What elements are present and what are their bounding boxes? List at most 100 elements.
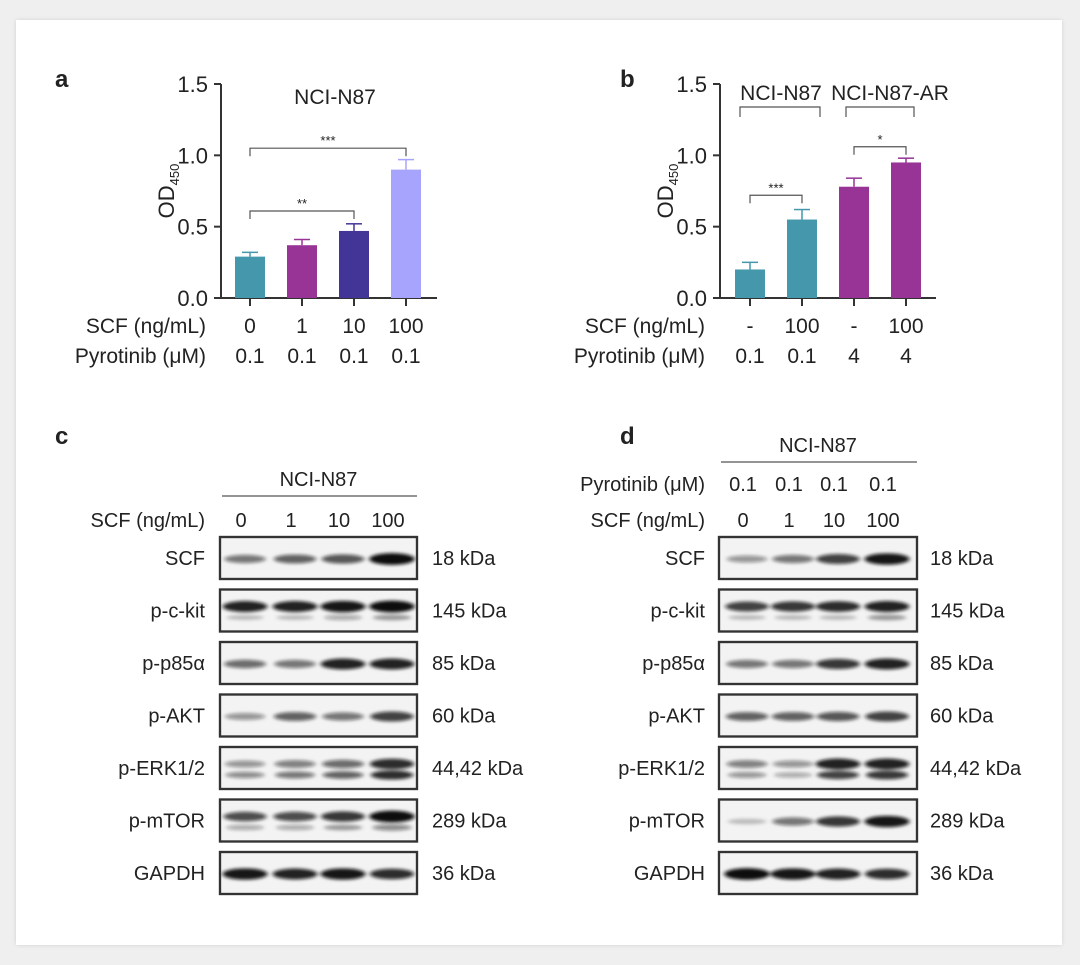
blot-row-gapdh: GAPDH 36 kDa — [134, 850, 496, 896]
blot-kda-label: 36 kDa — [930, 863, 994, 885]
x-category-label: 0.1 — [391, 345, 420, 368]
blot-kda-label: 18 kDa — [432, 548, 496, 570]
band-lower — [276, 824, 314, 831]
band — [864, 553, 910, 565]
group-bracket — [845, 106, 915, 117]
band — [816, 554, 860, 564]
x-category-label: 4 — [900, 345, 912, 368]
blot-protein-label: SCF — [165, 548, 205, 570]
band — [772, 659, 814, 669]
blot-row-p-mtor: p-mTOR 289 kDa — [629, 798, 1005, 843]
y-tick-label: 0.0 — [177, 286, 208, 311]
blot-protein-label: p-AKT — [148, 706, 205, 728]
blot-header-row-label: SCF (ng/mL) — [591, 510, 705, 532]
band — [771, 712, 815, 721]
band — [772, 760, 814, 768]
blot-kda-label: 145 kDa — [432, 601, 507, 623]
band — [222, 868, 268, 880]
band — [726, 555, 768, 563]
panel-label-d: d — [620, 423, 635, 450]
blot-row-p-c-kit: p-c-kit 145 kDa — [651, 588, 1005, 633]
band — [369, 600, 415, 613]
blot-frame — [218, 588, 419, 633]
band — [724, 868, 770, 880]
blot-row-p-erk1-2: p-ERK1/2 44,42 kDa — [618, 745, 1022, 791]
lane-value: 1 — [285, 510, 296, 532]
x-category-label: 1 — [296, 315, 308, 338]
significance-bracket — [749, 194, 803, 204]
band — [320, 600, 366, 613]
y-tick-label: 1.5 — [676, 72, 707, 97]
blot-bands — [222, 600, 415, 621]
bar — [787, 219, 817, 298]
band — [864, 815, 910, 828]
band — [772, 817, 814, 826]
blot-protein-label: p-ERK1/2 — [618, 758, 705, 780]
bar — [839, 186, 869, 298]
x-category-label: 100 — [784, 315, 819, 338]
band — [727, 818, 767, 825]
band — [224, 554, 266, 564]
band — [369, 553, 415, 565]
band — [864, 758, 910, 770]
band — [864, 658, 910, 670]
band-lower — [225, 771, 265, 779]
lane-value: 0.1 — [775, 474, 803, 496]
band-lower — [865, 770, 909, 780]
blot-header-row-label: SCF (ng/mL) — [91, 510, 205, 532]
blot-bands — [727, 815, 910, 828]
x-category-label: 0 — [244, 315, 256, 338]
significance-label: *** — [768, 180, 783, 195]
x-category-label: 10 — [342, 315, 365, 338]
band — [864, 601, 910, 612]
blot-kda-label: 85 kDa — [432, 653, 496, 675]
band — [725, 601, 769, 612]
blot-protein-label: p-c-kit — [151, 601, 206, 623]
band — [815, 758, 861, 770]
band-lower — [728, 615, 766, 620]
panel-label-c: c — [55, 423, 68, 450]
significance-bracket — [249, 147, 407, 157]
band — [224, 712, 266, 721]
lane-value: 100 — [371, 510, 404, 532]
band — [223, 811, 267, 822]
blot-bands — [223, 810, 415, 831]
band — [726, 659, 768, 669]
x-category-label: 100 — [388, 315, 423, 338]
y-axis-label-subscript: 450 — [167, 164, 182, 186]
bar — [391, 169, 421, 298]
blot-frame — [717, 535, 919, 581]
blot-row-p-p85-: p-p85α 85 kDa — [142, 640, 496, 686]
blot-bands — [224, 553, 415, 565]
blot-protein-label: GAPDH — [134, 863, 205, 885]
band — [369, 810, 415, 823]
band — [369, 658, 415, 670]
band — [224, 659, 266, 669]
blot-cell-line-label: NCI-N87 — [779, 435, 857, 457]
blot-bands — [724, 868, 910, 880]
y-axis-label-main: OD — [154, 185, 179, 218]
chart-title: NCI-N87 — [294, 86, 376, 109]
blot-frame — [717, 850, 919, 896]
blot-frame — [218, 798, 419, 843]
blot-bands — [725, 601, 910, 621]
band — [816, 816, 860, 827]
band — [725, 712, 769, 721]
blot-bands — [222, 868, 415, 880]
bar — [735, 269, 765, 298]
y-axis-label-subscript: 450 — [666, 164, 681, 186]
band — [772, 554, 814, 564]
band — [321, 554, 365, 564]
lane-value: 10 — [823, 510, 845, 532]
blot-frame — [717, 588, 919, 633]
x-category-label: 0.1 — [287, 345, 316, 368]
blot-protein-label: GAPDH — [634, 863, 705, 885]
band-lower — [867, 614, 907, 621]
significance-label: * — [877, 132, 882, 147]
y-tick-label: 1.0 — [177, 143, 208, 168]
blot-kda-label: 44,42 kDa — [930, 758, 1022, 780]
blot-kda-label: 145 kDa — [930, 601, 1005, 623]
lane-value: 0 — [235, 510, 246, 532]
band — [370, 711, 414, 722]
